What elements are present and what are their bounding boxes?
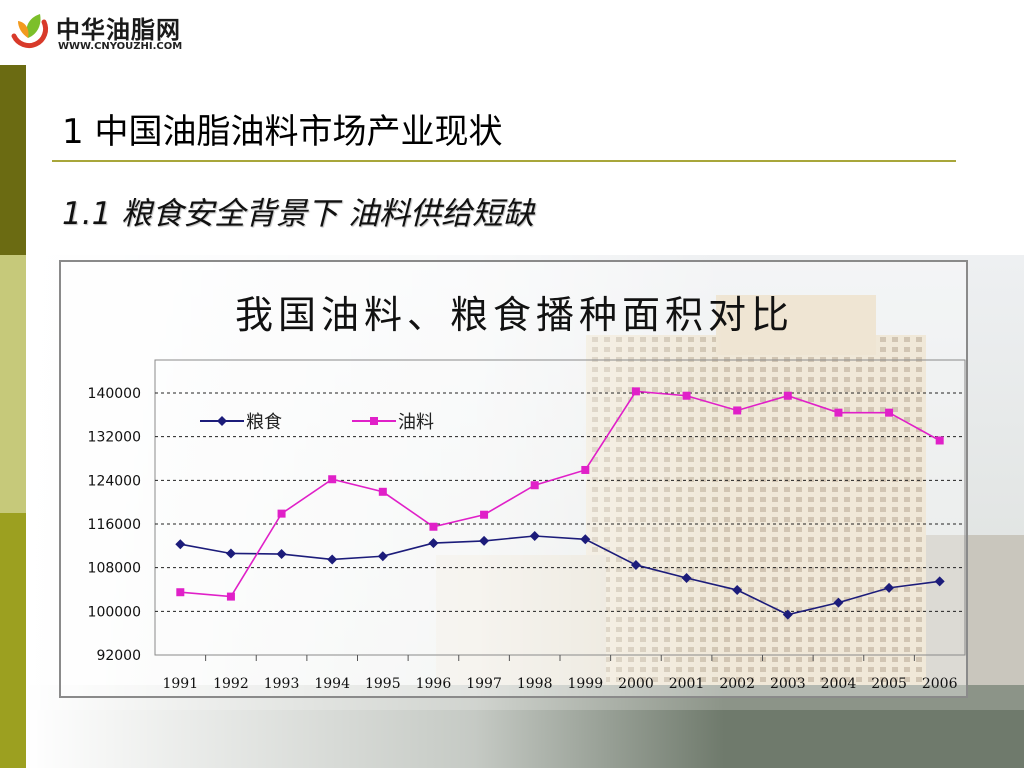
site-logo: 中华油脂网 WWW.CNYOUZHI.COM [6,8,206,60]
data-point-grain [934,576,945,587]
legend-item-oil: 油料 [352,405,462,435]
grid-lines [155,392,965,612]
series-line-0 [180,535,940,616]
data-point-grain [630,559,641,570]
y-axis: 92000 100000 108000 116000 124000 132000 14000… [88,386,141,664]
data-point-grain [428,538,439,549]
data-point-grain [580,534,591,545]
data-point-oil [226,592,235,601]
y-tick-label: 132000 [88,430,141,446]
logo-name: 中华油脂网 [56,16,181,44]
series-line-1 [180,390,941,598]
data-point-oil [682,391,691,400]
data-point-grain [276,549,287,560]
x-tick-label: 1997 [466,676,502,692]
x-tick-label: 1994 [314,676,350,692]
logo-leaf-icon [11,14,49,49]
data-point-oil [328,475,337,484]
data-point-oil [935,436,944,445]
x-tick-label: 2000 [618,676,654,692]
x-tick-label: 1998 [517,676,553,692]
side-strip-dark [0,65,26,255]
data-point-grain [225,548,236,559]
title-divider [52,160,956,162]
x-tick-label: 1993 [264,676,300,692]
legend-oil-swatch [352,417,396,425]
data-point-oil [783,391,792,400]
x-axis: 1991 1992 1993 1994 1995 1996 1997 1998 1999 2000… [162,655,958,692]
data-point-oil [480,510,489,519]
data-point-grain [479,535,490,546]
data-point-grain [732,585,743,596]
legend-grain-swatch [200,416,244,426]
data-point-grain [681,573,692,584]
data-point-grain [529,531,540,542]
legend-label-oil: 油料 [398,412,434,433]
y-tick-label: 100000 [88,604,141,620]
data-point-oil [429,522,438,531]
x-tick-label: 2001 [669,676,705,692]
y-tick-label: 108000 [88,561,141,577]
data-point-oil [834,408,843,417]
x-tick-label: 2002 [719,676,755,692]
y-tick-label: 140000 [88,386,141,402]
data-point-grain [884,582,895,593]
data-point-oil [530,481,539,490]
y-tick-label: 92000 [96,648,141,664]
data-point-oil [733,406,742,415]
x-tick-label: 1991 [162,676,198,692]
data-point-grain [833,597,844,608]
y-tick-label: 116000 [88,517,141,533]
data-point-grain [327,554,338,565]
data-point-grain [175,539,186,550]
x-tick-label: 2003 [770,676,806,692]
chart-title: 我国油料、粮食播种面积对比 [234,293,794,337]
data-point-oil [378,487,387,496]
x-tick-label: 1999 [567,676,603,692]
x-tick-label: 2004 [821,676,857,692]
x-tick-label: 2005 [871,676,907,692]
chart-frame [59,260,968,698]
data-point-oil [631,387,640,396]
data-point-oil [277,509,286,518]
x-tick-label: 2006 [922,676,958,692]
x-tick-label: 1996 [416,676,452,692]
side-strip-olive [0,513,26,768]
slide-subtitle: 1.1 粮食安全背景下 油料供给短缺 [62,196,535,232]
data-point-oil [176,588,185,597]
data-point-oil [885,408,894,417]
legend-item-grain: 粮食 [200,405,310,435]
legend-label-grain: 粮食 [246,412,282,433]
y-tick-label: 124000 [88,473,141,489]
logo-url: WWW.CNYOUZHI.COM [58,41,183,52]
building-photo [26,255,1024,768]
slide-title: 1 中国油脂油料市场产业现状 [62,112,503,152]
x-tick-label: 1992 [213,676,249,692]
series [175,387,945,620]
data-point-oil [581,465,590,474]
data-point-grain [377,551,388,562]
x-tick-label: 1995 [365,676,401,692]
data-point-grain [782,609,793,620]
side-strip-light [0,255,26,513]
